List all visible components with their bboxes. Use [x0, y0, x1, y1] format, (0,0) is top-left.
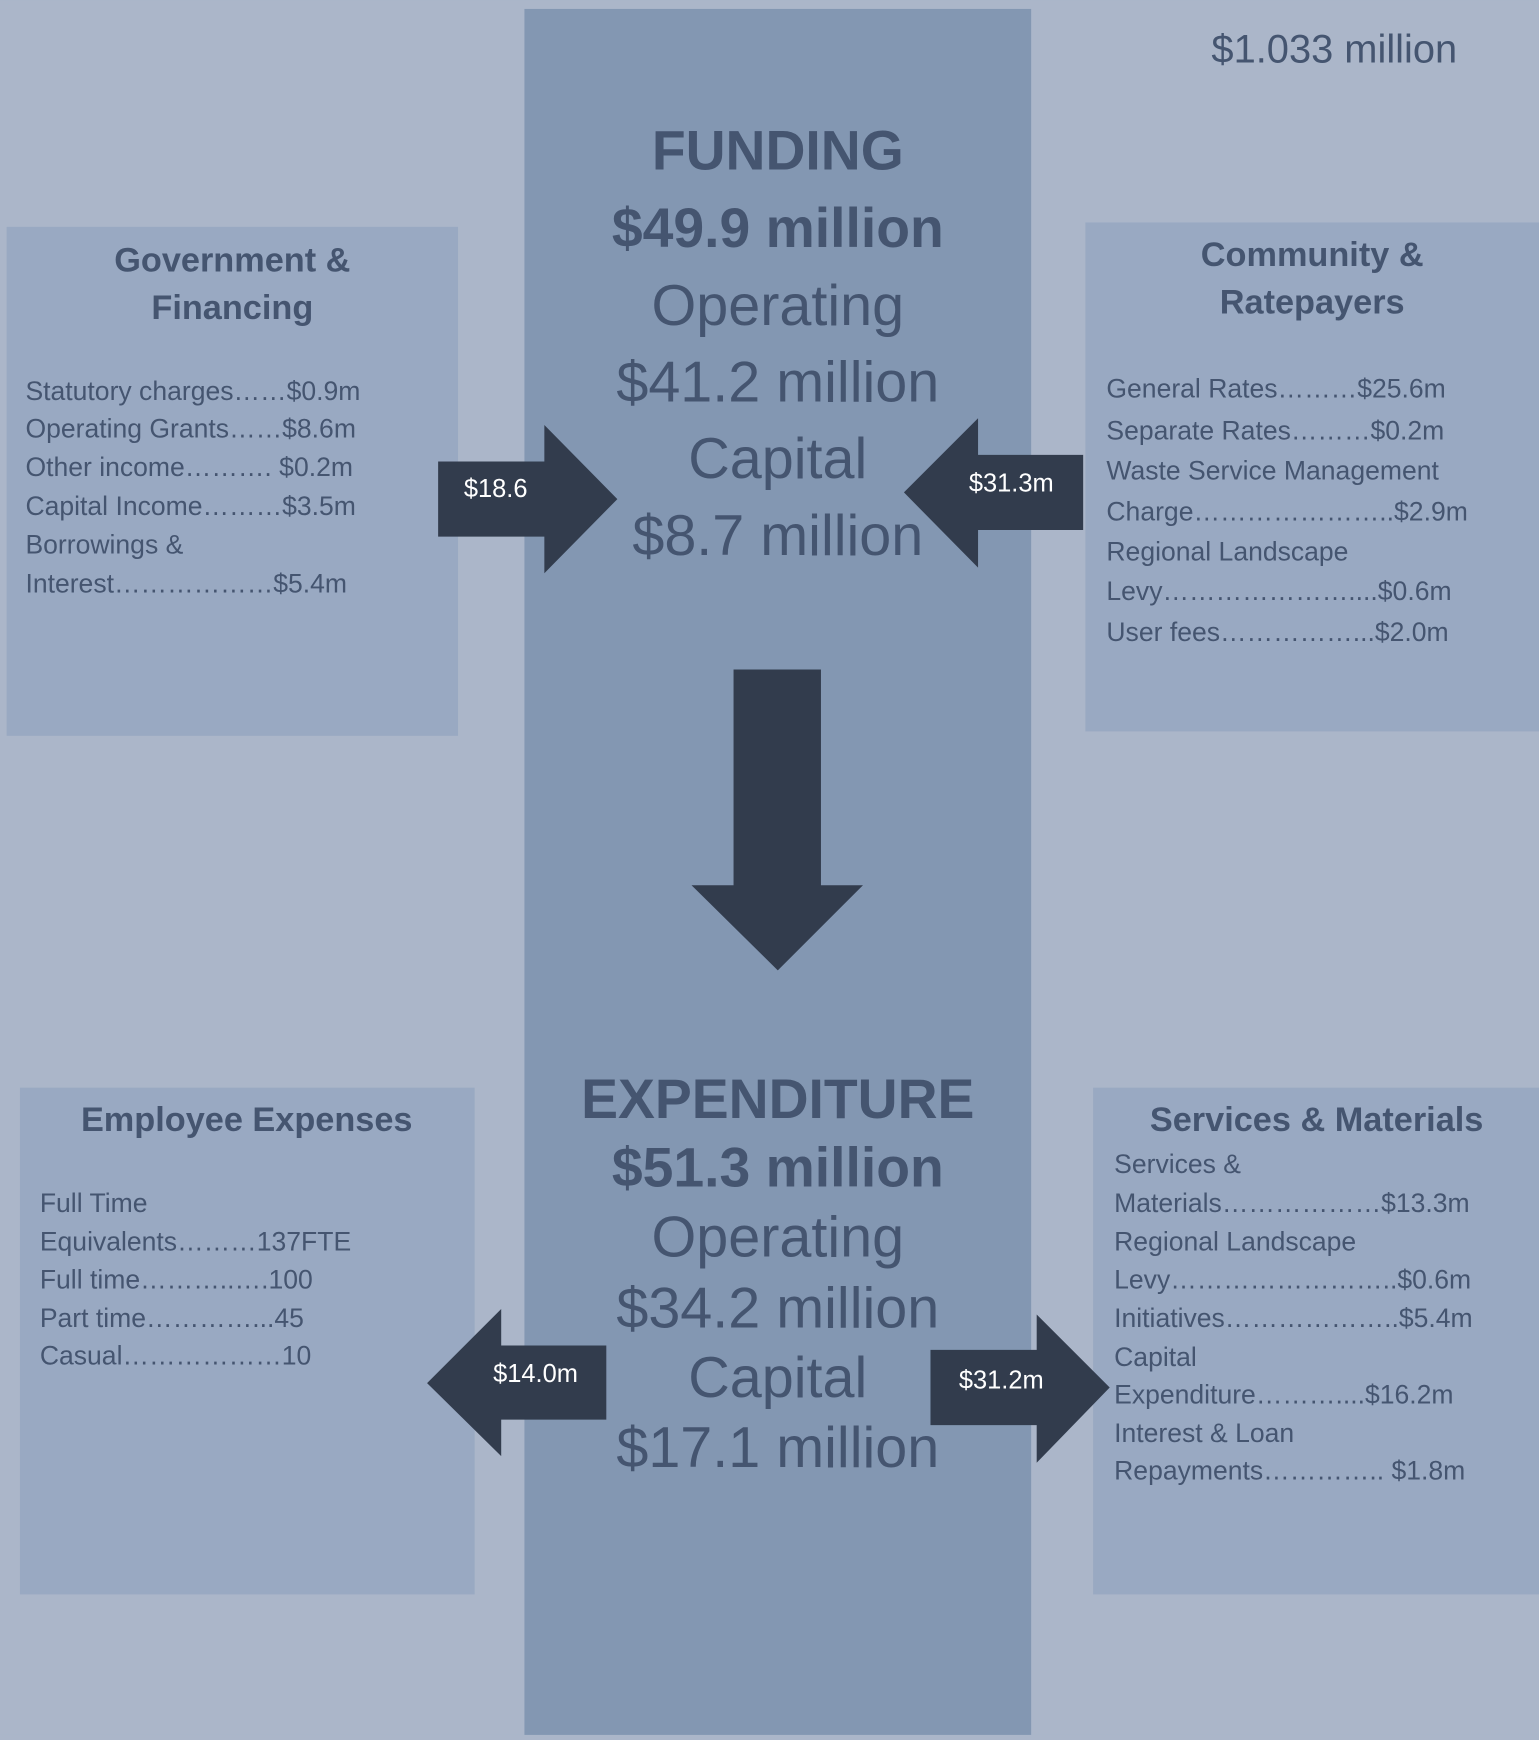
section-line: Operating: [652, 274, 905, 338]
box-item: Separate Rates………$0.2m: [1106, 416, 1444, 446]
section-total: $51.3 million: [612, 1136, 944, 1198]
box-item: Casual………………10: [40, 1341, 311, 1371]
top-note: $1.033 million: [1211, 28, 1457, 72]
box-item: Statutory charges……$0.9m: [25, 376, 360, 406]
box-item: Levy……………………..$0.6m: [1114, 1264, 1471, 1294]
box-title: Community &: [1201, 236, 1424, 274]
box-item: Capital Income………$3.5m: [25, 491, 356, 521]
box-item: Part time…………...45: [40, 1303, 304, 1333]
box-item: Waste Service Management: [1106, 456, 1439, 486]
section-line: $41.2 million: [616, 350, 939, 414]
box-item: Interest………………$5.4m: [25, 568, 347, 598]
arrow: [930, 1314, 1110, 1463]
box-item: Expenditure………....$16.2m: [1114, 1379, 1453, 1409]
arrow: [427, 1308, 607, 1457]
section-line: $17.1 million: [616, 1416, 939, 1480]
box-item: Capital: [1114, 1342, 1197, 1372]
box-item: Repayments………….. $1.8m: [1114, 1456, 1465, 1486]
box-item: Materials………………$13.3m: [1114, 1188, 1470, 1218]
arrow: [903, 418, 1084, 568]
box-item: Charge…………………..$2.9m: [1106, 496, 1467, 526]
section-line: Capital: [688, 1346, 867, 1410]
box-item: Borrowings &: [25, 530, 183, 560]
community-box: [1085, 222, 1539, 732]
arrow-label: $31.3m: [969, 469, 1054, 497]
employee-box: [19, 1087, 475, 1595]
services-box: [1093, 1087, 1539, 1595]
arrow: [691, 669, 863, 971]
box-item: User fees……………...$2.0m: [1106, 617, 1448, 647]
arrow: [438, 424, 618, 574]
box-item: Regional Landscape: [1106, 536, 1348, 566]
box-item: Levy…………………....$0.6m: [1106, 576, 1451, 606]
box-item: Regional Landscape: [1114, 1227, 1356, 1257]
box-item: General Rates………$25.6m: [1106, 374, 1445, 404]
box-title: Government &: [114, 241, 350, 279]
section-line: Capital: [688, 427, 867, 491]
section-title: FUNDING: [652, 120, 904, 182]
government-box: [6, 226, 459, 736]
box-item: Services &: [1114, 1149, 1241, 1179]
arrow-label: $14.0m: [493, 1360, 578, 1388]
box-title: Ratepayers: [1220, 283, 1405, 321]
box-item: Initiatives………………..$5.4m: [1114, 1303, 1472, 1333]
section-title: EXPENDITURE: [581, 1068, 974, 1130]
box-item: Interest & Loan: [1114, 1418, 1294, 1448]
section-line: $34.2 million: [616, 1276, 939, 1340]
section-line: Operating: [652, 1206, 905, 1270]
box-title: Employee Expenses: [81, 1101, 413, 1139]
section-total: $49.9 million: [612, 197, 944, 259]
box-title: Services & Materials: [1150, 1101, 1484, 1139]
box-item: Full Time: [40, 1188, 148, 1218]
arrow-label: $18.6: [464, 475, 528, 503]
box-item: Operating Grants……$8.6m: [25, 413, 356, 443]
box-item: Other income………. $0.2m: [25, 452, 353, 482]
arrow-label: $31.2m: [959, 1367, 1044, 1395]
section-line: $8.7 million: [632, 504, 923, 568]
box-title: Financing: [151, 289, 313, 327]
box-item: Full time………..….100: [40, 1264, 313, 1294]
box-item: Equivalents………137FTE: [40, 1227, 351, 1257]
